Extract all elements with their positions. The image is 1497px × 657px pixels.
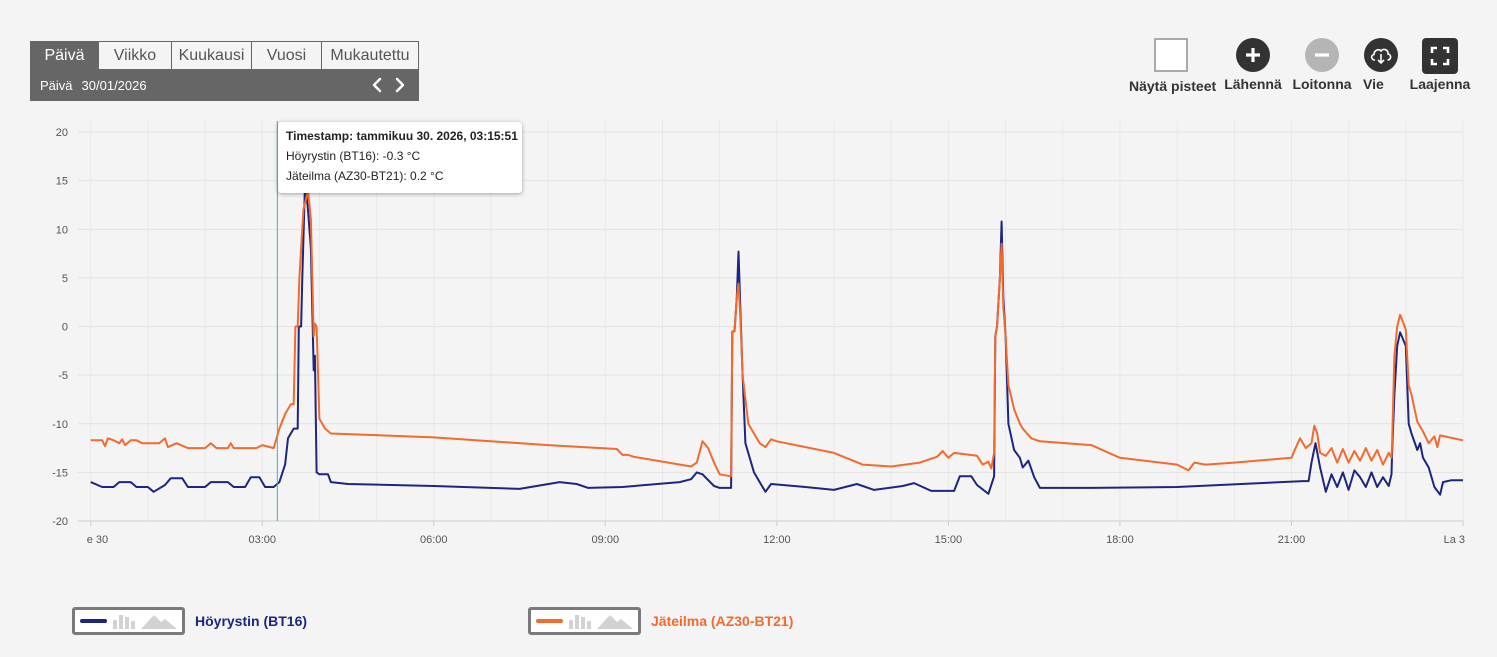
expand-label: Laajenna [1409, 76, 1471, 92]
date-value[interactable]: 30/01/2026 [81, 78, 147, 93]
tooltip-timestamp: Timestamp: tammikuu 30. 2026, 03:15:51 [286, 129, 518, 143]
export-button[interactable]: Vie [1361, 38, 1401, 92]
x-axis: e 30 03:00 06:00 09:00 12:00 15:00 18:00 21:00 L… [78, 520, 1465, 546]
x-tick-label: e 30 [87, 534, 108, 546]
x-tick-label: 21:00 [1278, 534, 1306, 546]
y-axis: 20 15 10 5 0 -5 -10 -15 -20 [52, 127, 68, 528]
plus-icon [1236, 38, 1270, 72]
tab-year[interactable]: Vuosi [252, 41, 322, 70]
y-tick-label: 15 [56, 176, 68, 188]
chart-tooltip: Timestamp: tammikuu 30. 2026, 03:15:51 H… [278, 122, 522, 193]
tab-custom[interactable]: Mukautettu [322, 41, 419, 70]
checkbox-icon[interactable] [1154, 38, 1188, 72]
tab-week[interactable]: Viikko [99, 41, 172, 70]
tooltip-exhaust: Jäteilma (AZ30-BT21): 0.2 °C [286, 169, 444, 183]
y-tick-label: 10 [56, 224, 68, 236]
period-tabs: Päivä Viikko Kuukausi Vuosi Mukautettu [30, 41, 419, 70]
zoom-in-label: Lähennä [1224, 76, 1282, 92]
cloud-download-icon [1364, 38, 1398, 72]
legend-evaporator[interactable]: Höyrystin (BT16) [72, 607, 307, 635]
y-tick-label: 0 [62, 322, 68, 334]
y-tick-label: -15 [52, 467, 68, 479]
tab-day[interactable]: Päivä [30, 41, 99, 70]
date-label: Päivä [40, 78, 73, 93]
show-points-label: Näytä pisteet [1129, 78, 1217, 94]
legend-label-evaporator: Höyrystin (BT16) [195, 613, 308, 629]
y-tick-label: -5 [58, 370, 68, 382]
legend-label-exhaust: Jäteilma (AZ30-BT21) [651, 613, 794, 629]
export-label: Vie [1363, 76, 1384, 92]
y-tick-label: -10 [52, 419, 68, 431]
expand-button[interactable]: Laajenna [1409, 38, 1471, 92]
series-line-1 [90, 189, 1464, 478]
zoom-out-label: Loitonna [1292, 76, 1352, 92]
legend-swatch-exhaust [528, 607, 641, 635]
y-tick-label: 5 [62, 273, 68, 285]
x-tick-label: La 3 [1444, 534, 1465, 546]
temperature-chart[interactable]: 20 15 10 5 0 -5 -10 -15 -20 e 30 03:00 06:00 09:00 1… [0, 110, 1497, 560]
x-tick-label: 18:00 [1106, 534, 1134, 546]
x-tick-label: 12:00 [763, 534, 791, 546]
chart-series [90, 121, 1464, 521]
x-tick-label: 06:00 [420, 534, 448, 546]
legend-swatch-evaporator [72, 607, 185, 635]
x-tick-label: 09:00 [592, 534, 620, 546]
chevron-left-icon[interactable] [369, 76, 387, 94]
tooltip-evaporator: Höyrystin (BT16): -0.3 °C [286, 149, 421, 163]
show-points-toggle[interactable]: Näytä pisteet [1129, 38, 1217, 94]
minus-icon [1305, 38, 1339, 72]
zoom-out-button[interactable]: Loitonna [1292, 38, 1352, 92]
y-tick-label: -20 [52, 516, 68, 528]
x-tick-label: 03:00 [248, 534, 276, 546]
x-tick-label: 15:00 [935, 534, 963, 546]
tab-month[interactable]: Kuukausi [172, 41, 252, 70]
zoom-in-button[interactable]: Lähennä [1224, 38, 1282, 92]
period-selector: Päivä Viikko Kuukausi Vuosi Mukautettu P… [30, 41, 419, 101]
chevron-right-icon[interactable] [390, 76, 408, 94]
fullscreen-icon [1422, 38, 1458, 74]
date-bar: Päivä 30/01/2026 [30, 70, 419, 101]
y-tick-label: 20 [56, 127, 68, 139]
legend-exhaust[interactable]: Jäteilma (AZ30-BT21) [528, 607, 793, 635]
